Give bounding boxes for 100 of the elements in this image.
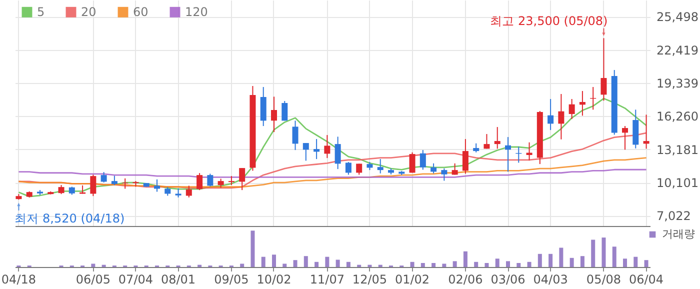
bar [506,261,510,267]
bar [91,264,96,267]
bar [250,230,255,267]
y-tick-label: 7,022 [656,209,691,224]
x-tick-label: 02/06 [448,272,483,286]
candlestick [175,188,182,198]
bar [346,262,350,267]
bar [325,256,330,267]
legend-label: 120 [185,5,208,20]
bar [261,256,266,267]
candlestick [100,172,107,183]
legend-label: 5 [37,5,45,20]
legend-label: 60 [133,5,148,20]
bar [580,256,584,267]
x-tick-label: 04/18 [1,272,36,286]
x-tick-label: 08/01 [160,272,196,286]
bar [495,258,500,267]
candlestick [462,138,468,174]
bar [240,264,244,267]
bar [474,262,478,267]
candlestick [292,120,298,151]
candlestick [409,152,416,174]
candlestick [526,142,532,161]
candlestick [334,136,341,170]
y-tick-label: 19,339 [656,76,698,90]
y-tick-label: 10,101 [656,176,698,190]
x-tick-label: 07/04 [118,272,154,286]
candlestick [282,100,288,122]
bar [516,263,521,267]
candlestick [271,96,277,133]
candlestick [505,136,512,172]
candlestick [473,142,480,153]
bar [634,256,638,267]
candlestick [484,134,490,150]
candlestick [314,138,320,160]
annotation: 최저 8,520 (04/18) [14,212,125,226]
bar [623,258,628,267]
bar [293,260,298,267]
candlestick [196,172,203,191]
candlestick [356,163,362,176]
line-series [18,98,647,198]
bar [410,262,414,267]
bar [442,264,446,267]
y-tick-label: 25,498 [656,10,698,24]
candlestick [90,174,96,197]
x-tick-label: 09/05 [214,272,249,286]
x-tick-label: 11/07 [310,272,344,286]
x-tick-label: 06/04 [628,272,664,286]
bar [602,238,606,267]
candlestick [58,184,64,195]
legend-label: 거래량 [662,228,695,240]
x-tick-label: 05/08 [586,272,622,286]
candlestick [239,168,246,191]
bar [432,263,436,267]
candlestick [186,185,192,198]
bar [463,251,468,267]
candlestick [579,90,586,116]
candlestick [302,142,309,162]
annotation: 최고 23,500 (05/08) [490,14,608,28]
candlestick [558,94,564,140]
bar [420,263,425,267]
candlestick [643,114,650,150]
bar [644,260,648,267]
bar [282,264,287,267]
bar [484,263,489,267]
candlestick [324,134,330,159]
x-tick-label: 04/03 [533,272,568,286]
bar [527,262,532,267]
bar [538,254,542,267]
x-tick-label: 06/05 [76,272,110,286]
y-tick-label: 13,181 [656,142,698,157]
bar [314,262,319,267]
y-tick-label: 22,419 [656,43,698,58]
bar [272,254,276,267]
x-tick-label: 01/02 [394,272,430,286]
candlestick [420,150,426,170]
candlestick [122,178,128,190]
bar [570,258,574,267]
candlestick [568,98,575,120]
bar [559,248,564,267]
candlestick [548,98,554,131]
bar [304,256,308,267]
y-tick-label: 16,260 [656,110,698,124]
x-tick-label: 03/06 [490,272,526,286]
candlestick [345,162,352,176]
candlestick [154,178,160,192]
bar [591,240,596,267]
candlestick [494,126,500,150]
candlestick [441,168,448,182]
bar [612,246,616,267]
bar [336,260,340,267]
candlestick [600,38,607,102]
candlestick [207,173,214,187]
bar [452,261,457,267]
x-tick-label: 10/02 [256,272,292,286]
bar [548,254,553,267]
candlestick [111,175,118,186]
candlestick [260,86,266,127]
candlestick [377,158,384,174]
legend-label: 20 [81,5,96,20]
